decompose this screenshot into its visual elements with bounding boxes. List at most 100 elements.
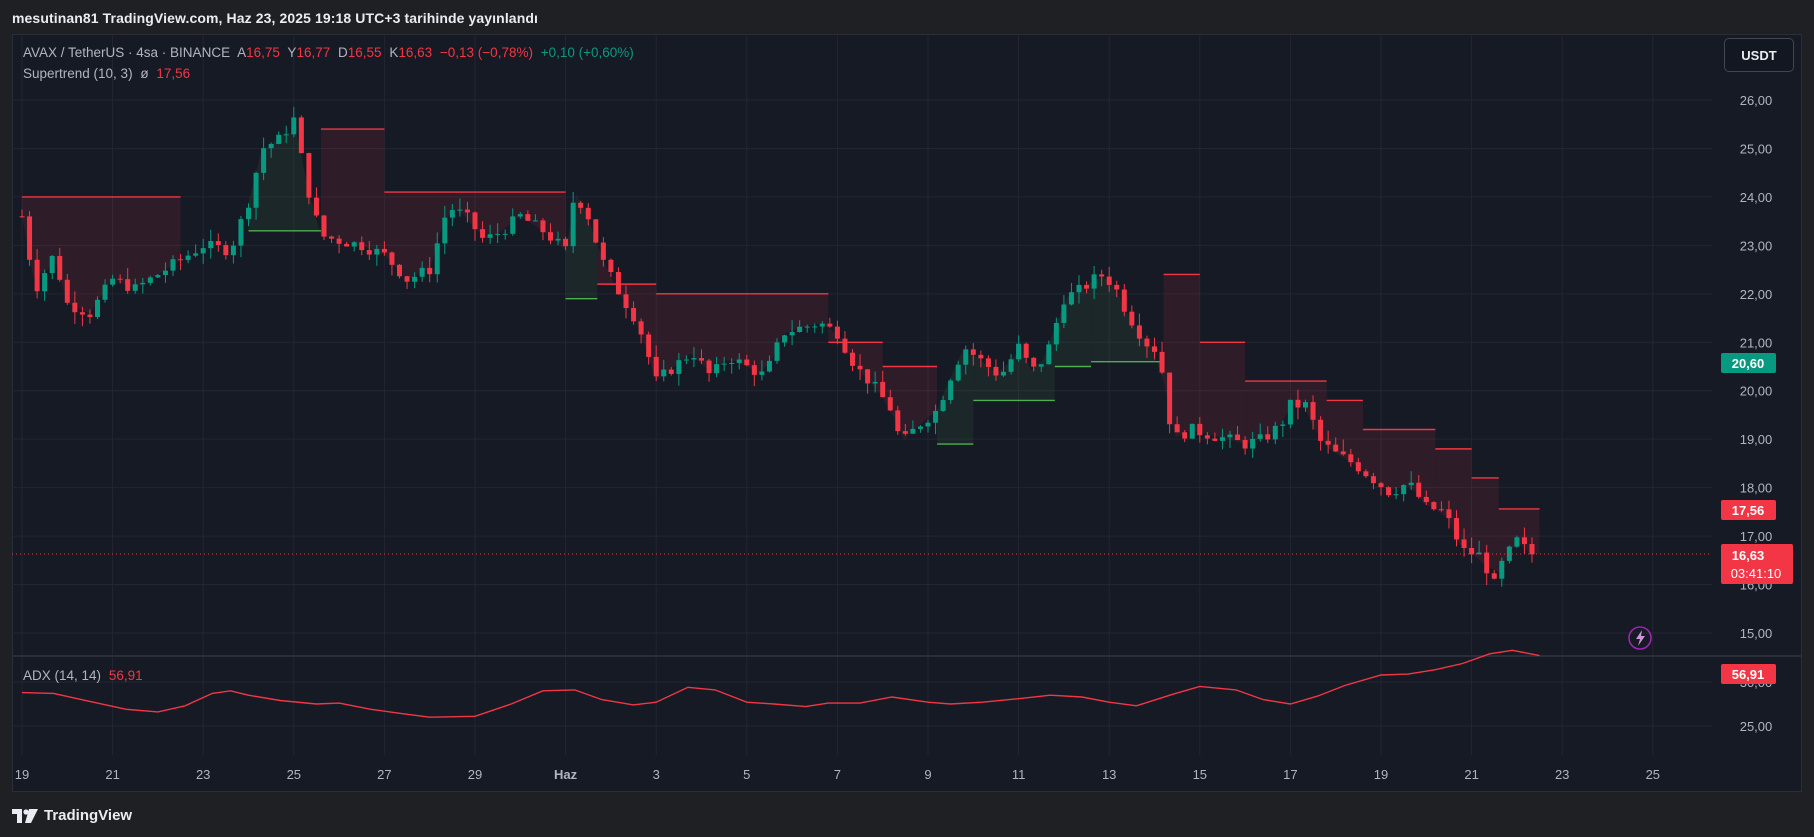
candle-body (223, 245, 229, 256)
candle-body (857, 365, 863, 370)
candle-body (759, 371, 765, 375)
supertrend-fill (937, 353, 974, 445)
candle-body (1219, 437, 1225, 441)
candle-body (34, 259, 40, 292)
adx-name: ADX (14, 14) (23, 668, 102, 683)
candle-body (193, 253, 199, 256)
price-tick-label: 17,00 (1740, 529, 1773, 544)
candle-body (215, 241, 221, 246)
candle-body (132, 284, 138, 291)
candle-body (797, 326, 803, 333)
candle-body (880, 381, 886, 398)
time-tick-label: 19 (15, 767, 29, 782)
candle-body (1227, 434, 1233, 438)
candle-body (268, 143, 274, 149)
badge-supertrend: 17,56 (1721, 500, 1776, 520)
candle-body (1084, 284, 1090, 289)
candle-body (804, 326, 810, 328)
adx-line (21, 649, 1540, 718)
candle-body (170, 259, 176, 271)
candle-body (321, 215, 327, 237)
candle-body (691, 358, 697, 360)
adx-legend[interactable]: ADX (14, 14) 56,91 (23, 668, 147, 683)
candle-body (42, 273, 48, 292)
alert-icon[interactable] (1628, 626, 1652, 650)
price-tick-label: 19,00 (1740, 432, 1773, 447)
time-tick-label: 23 (196, 767, 210, 782)
candle-body (895, 410, 901, 432)
candle-body (419, 267, 425, 277)
candle-body (1454, 518, 1459, 540)
candle-body (638, 321, 644, 335)
supertrend-fill (1326, 400, 1363, 471)
candle-body (517, 214, 523, 217)
candle-body (1068, 292, 1074, 305)
candle-body (917, 426, 923, 429)
price-tick-label: 24,00 (1740, 190, 1773, 205)
candle-body (555, 238, 561, 241)
supertrend-fill (597, 245, 657, 382)
candle-body (615, 272, 621, 295)
time-tick-label: 3 (653, 767, 660, 782)
candle-body (1310, 402, 1316, 420)
candle-body (87, 314, 93, 317)
candle-body (397, 264, 402, 277)
supertrend-fill (1199, 342, 1246, 445)
candle-body (766, 360, 772, 372)
candle-body (925, 422, 931, 427)
supertrend-value: 17,56 (156, 66, 191, 81)
candle-body (1265, 434, 1271, 440)
time-tick-label: 7 (834, 767, 841, 782)
candle-body (1491, 573, 1497, 579)
tradingview-logo-text: TradingView (44, 807, 133, 824)
time-tick-label: 13 (1102, 767, 1116, 782)
candle-body (1469, 547, 1475, 555)
candle-body (1182, 432, 1188, 439)
candle-body (162, 270, 168, 276)
candle-body (1114, 284, 1120, 290)
candle-body (200, 248, 206, 254)
candle-body (57, 255, 63, 280)
supertrend-fill (565, 194, 598, 299)
candle-body (887, 397, 893, 411)
candle-body (1189, 423, 1195, 439)
supertrend-fill (22, 196, 181, 314)
candle-body (230, 245, 236, 256)
candle-body (1250, 438, 1256, 449)
candle-body (1363, 471, 1369, 477)
time-tick-label: Haz (554, 767, 578, 782)
footer: TradingView (0, 795, 1814, 837)
candle-body (79, 312, 85, 315)
price-tick-label: 18,00 (1740, 481, 1773, 496)
time-tick-label: 25 (287, 767, 301, 782)
candle-body (1416, 482, 1422, 497)
candle-body (676, 360, 682, 374)
candle-body (1386, 487, 1392, 496)
low-value: 16,55 (347, 45, 382, 60)
candle-body (95, 299, 100, 317)
candle-body (185, 255, 191, 260)
candle-body (389, 252, 395, 265)
candle-body (1046, 344, 1052, 365)
currency-button[interactable]: USDT (1724, 38, 1794, 72)
candle-body (1031, 357, 1037, 367)
candle-body (1348, 454, 1354, 463)
badge-adx-text: 56,91 (1732, 667, 1765, 682)
candle-body (910, 428, 916, 434)
supertrend-legend[interactable]: Supertrend (10, 3) ø 17,56 (23, 66, 194, 81)
tradingview-logo[interactable]: TradingView (12, 807, 132, 824)
adx-tick-label: 25,00 (1740, 719, 1773, 734)
main-legend[interactable]: AVAX / TetherUS · 4sa · BINANCE A16,75 Y… (23, 45, 638, 60)
candle-body (782, 335, 788, 343)
candle-body (842, 338, 848, 353)
high-label: Y (287, 45, 297, 60)
candle-body (827, 323, 833, 327)
candle-body (1423, 496, 1429, 503)
candle-body (1378, 483, 1384, 488)
candle-body (699, 358, 704, 361)
candle-body (125, 279, 131, 291)
publication-text: mesutinan81 TradingView.com, Haz 23, 202… (12, 10, 538, 26)
candle-body (865, 369, 871, 384)
candle-body (563, 238, 569, 247)
